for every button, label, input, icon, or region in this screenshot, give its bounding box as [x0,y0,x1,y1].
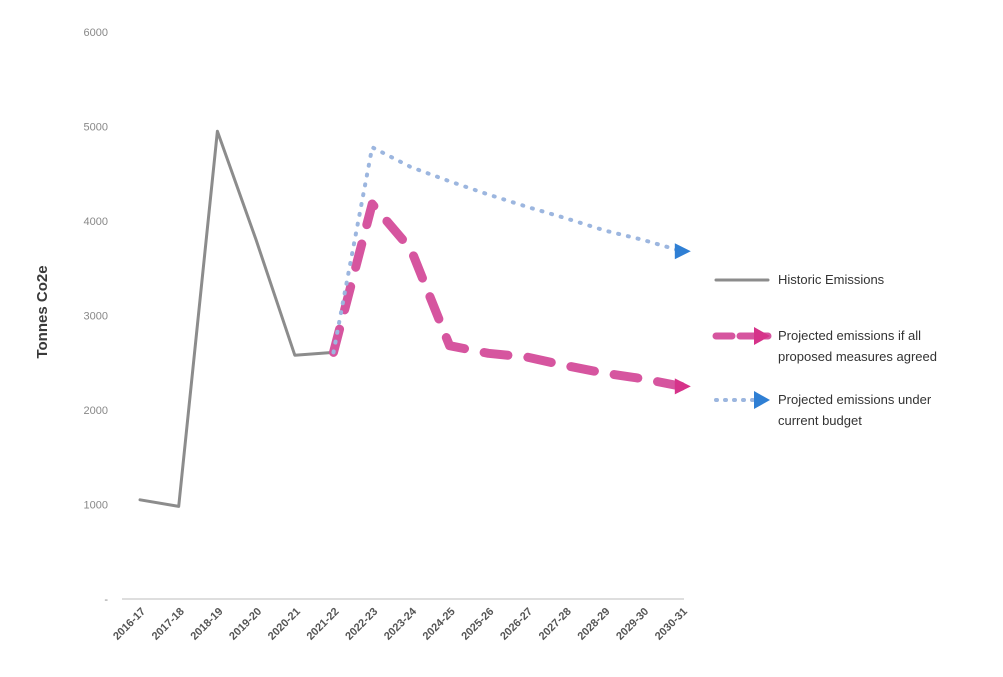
y-axis-ticks: 6000 5000 4000 3000 2000 1000 - [84,27,109,606]
x-tick-label: 2027-28 [537,606,574,643]
series-layer [138,129,691,508]
series-2-end-marker [674,378,691,395]
x-tick-label: 2028-29 [575,606,612,643]
y-tick-label: 5000 [84,122,108,134]
y-tick-label: 1000 [84,500,108,512]
legend-marker-3 [754,391,770,409]
y-tick-label: 2000 [84,405,108,417]
y-tick-label: 4000 [84,216,108,228]
x-tick-label: 2017-18 [150,606,187,643]
x-tick-label: 2019-20 [227,606,264,643]
x-tick-label: 2021-22 [305,606,342,643]
x-tick-label: 2024-25 [421,606,458,643]
x-tick-label: 2026-27 [498,606,535,643]
x-tick-label: 2023-24 [382,605,420,643]
x-tick-label: 2016-17 [111,606,148,643]
x-axis-ticks: 2016-17 2017-18 2018-19 2019-20 2020-21 2021-… [111,605,690,643]
x-tick-label: 2020-21 [266,606,303,643]
x-tick-label: 2025-26 [459,606,496,643]
x-tick-label: 2029-30 [614,606,651,643]
legend-label-2: Projected emissions if all proposed measu… [778,328,937,364]
legend-label-3: Projected emissions under current budget [778,392,932,428]
series-3-end-marker [674,243,691,260]
y-tick-label: 6000 [84,27,108,39]
legend-marker-2 [754,327,770,345]
x-tick-label: 2018-19 [188,606,225,643]
series-line-2 [329,199,687,391]
legend: Historic Emissions Projected emissions if… [712,272,937,428]
y-tick-label: 3000 [84,311,108,323]
x-tick-label: 2030-31 [653,606,690,643]
series-line-3 [331,145,684,355]
legend-label-1: Historic Emissions [778,272,885,287]
y-axis-title: Tonnes Co2e [34,265,51,358]
x-tick-label: 2022-23 [343,606,380,643]
y-tick-label: - [104,594,108,606]
series-line-1 [138,129,335,508]
